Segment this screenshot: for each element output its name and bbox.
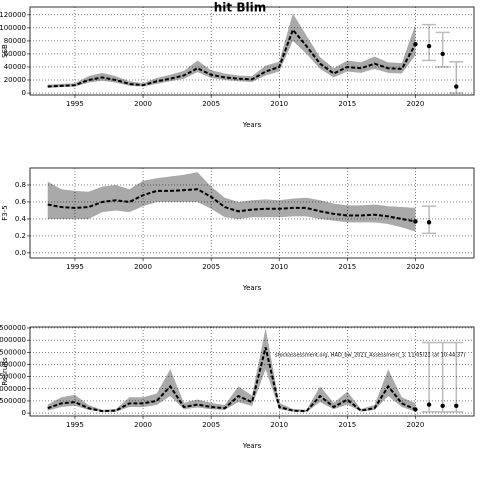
estimate-line	[47, 27, 417, 88]
x-tick-label: 2015	[338, 100, 356, 108]
x-axis-label: Years	[242, 121, 262, 129]
forecast-point	[426, 43, 432, 49]
y-tick-label: 60000	[4, 50, 26, 58]
x-tick-label: 2000	[134, 263, 152, 271]
y-tick-label: 3500000	[0, 324, 26, 332]
x-tick-label: 1995	[66, 421, 84, 429]
plot-frame	[29, 167, 475, 259]
x-tick-label: 2005	[202, 100, 220, 108]
estimate-line	[47, 188, 416, 223]
x-tick-label: 2020	[407, 421, 425, 429]
y-tick-label: 2000000	[0, 360, 26, 368]
y-axis-label: SSB	[1, 44, 9, 58]
y-tick-label: 1500000	[0, 373, 26, 381]
x-axis-label: Years	[242, 442, 262, 450]
forecast-point	[426, 402, 432, 407]
forecast-point	[440, 403, 445, 408]
y-tick-label: 40000	[4, 63, 26, 71]
y-tick-label: 0	[22, 409, 26, 417]
title: hit Blim	[214, 1, 266, 15]
y-tick-label: 100000	[0, 24, 26, 32]
y-axis-label: Recruits	[1, 357, 9, 386]
plot-frame	[29, 6, 475, 96]
x-tick-label: 2005	[202, 421, 220, 429]
y-tick-label: 1000000	[0, 385, 26, 393]
forecast-point	[454, 84, 459, 89]
confidence-band	[47, 13, 416, 88]
forecast-point	[454, 403, 459, 408]
y-tick-label: 120000	[0, 11, 26, 19]
estimate-line	[47, 347, 416, 413]
x-tick-label: 2015	[338, 263, 356, 271]
x-tick-label: 2010	[270, 421, 288, 429]
last-point	[413, 41, 418, 47]
x-tick-label: 2005	[202, 263, 220, 271]
y-axis-label: F3-5	[1, 205, 9, 220]
y-tick-label: 3000000	[0, 336, 26, 344]
confidence-band	[47, 327, 416, 412]
y-tick-label: 80000	[4, 37, 26, 45]
x-tick-label: 1995	[66, 263, 84, 271]
x-tick-label: 2000	[134, 100, 152, 108]
x-tick-label: 2000	[134, 421, 152, 429]
x-tick-label: 2010	[270, 263, 288, 271]
last-point	[413, 219, 418, 224]
y-tick-label: 0.0	[15, 249, 26, 257]
forecast-point	[440, 51, 445, 57]
x-tick-label: 1995	[66, 100, 84, 108]
y-tick-label: 20000	[4, 76, 26, 84]
x-axis-label: Years	[242, 284, 262, 292]
x-tick-label: 2010	[270, 100, 288, 108]
annotation: stockassessment.org, HAD_bw_2021_Assessm…	[275, 353, 465, 359]
y-tick-label: 0.8	[15, 181, 26, 189]
x-tick-label: 2015	[338, 421, 356, 429]
forecast-point	[426, 220, 432, 225]
y-tick-label: 0	[22, 89, 26, 97]
plot-frame	[29, 326, 475, 417]
y-tick-label: 0.6	[15, 198, 27, 206]
y-tick-label: 0.4	[15, 215, 27, 223]
last-point	[413, 407, 418, 412]
y-tick-label: 2500000	[0, 348, 26, 356]
y-tick-label: 0.2	[15, 232, 26, 240]
x-tick-label: 2020	[407, 263, 425, 271]
x-tick-label: 2020	[407, 100, 425, 108]
y-tick-label: 500000	[0, 397, 26, 405]
